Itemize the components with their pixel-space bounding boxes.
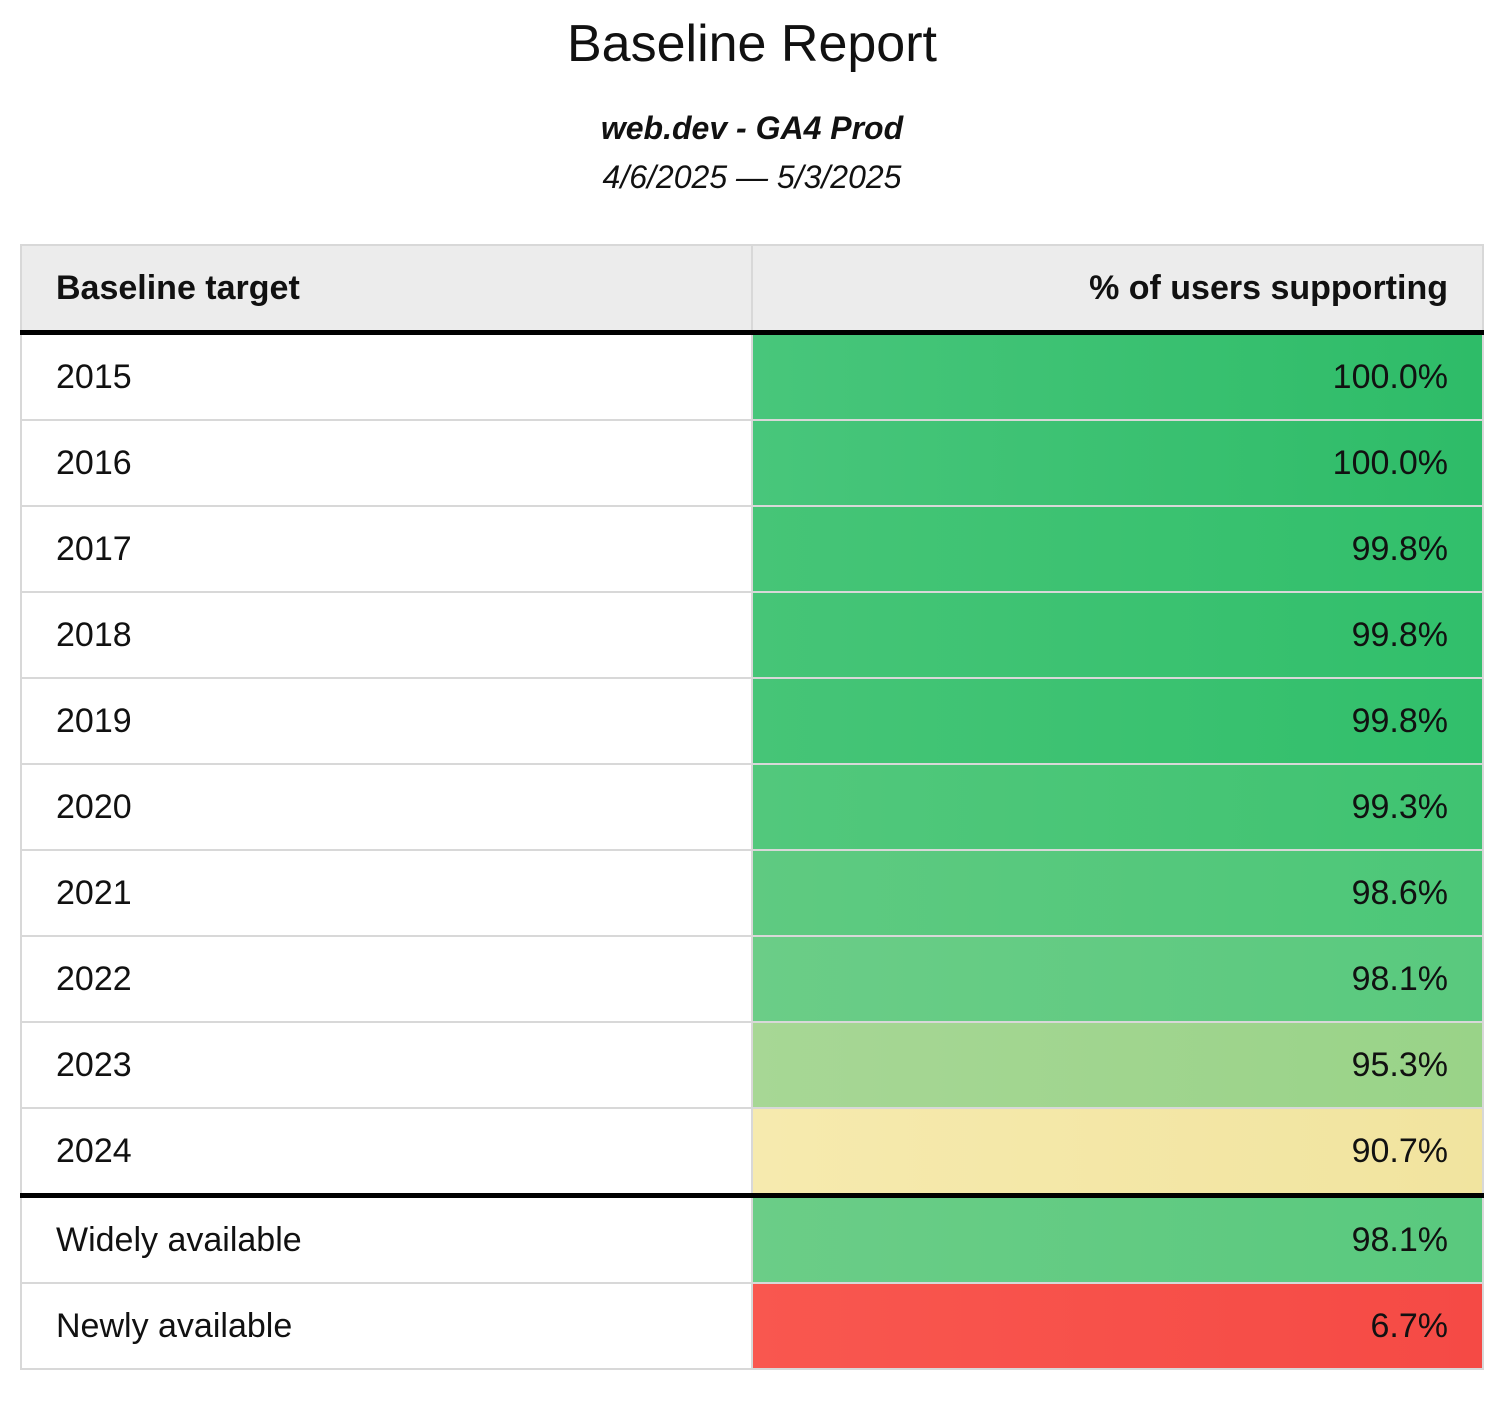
table-row: 2020 99.3% bbox=[20, 763, 1484, 851]
table-header: Baseline target % of users supporting bbox=[20, 244, 1484, 335]
percent-supporting-cell: 99.8% bbox=[751, 591, 1484, 679]
baseline-target-cell: Widely available bbox=[20, 1193, 753, 1284]
percent-supporting-cell: 98.6% bbox=[751, 849, 1484, 937]
table-header-row: Baseline target % of users supporting bbox=[20, 244, 1484, 335]
percent-supporting-cell: 95.3% bbox=[751, 1021, 1484, 1109]
baseline-target-cell: 2015 bbox=[20, 331, 753, 421]
table-row: Newly available 6.7% bbox=[20, 1282, 1484, 1370]
percent-supporting-cell: 100.0% bbox=[751, 419, 1484, 507]
percent-supporting-cell: 100.0% bbox=[751, 331, 1484, 421]
baseline-target-cell: 2019 bbox=[20, 677, 753, 765]
column-header-percent-users: % of users supporting bbox=[751, 244, 1484, 335]
report-subtitle: web.dev - GA4 Prod bbox=[600, 110, 904, 146]
baseline-target-cell: 2017 bbox=[20, 505, 753, 593]
table-row: 2022 98.1% bbox=[20, 935, 1484, 1023]
baseline-target-cell: 2020 bbox=[20, 763, 753, 851]
page-title: Baseline Report bbox=[567, 15, 937, 73]
baseline-target-cell: 2018 bbox=[20, 591, 753, 679]
table-row: 2018 99.8% bbox=[20, 591, 1484, 679]
percent-supporting-cell: 98.1% bbox=[751, 935, 1484, 1023]
table-row: 2015 100.0% bbox=[20, 331, 1484, 421]
table-row: 2021 98.6% bbox=[20, 849, 1484, 937]
baseline-target-cell: Newly available bbox=[20, 1282, 753, 1370]
table-body: 2015 100.0% 2016 100.0% 2017 99.8% 2018 … bbox=[20, 331, 1484, 1370]
percent-supporting-cell: 90.7% bbox=[751, 1107, 1484, 1197]
table-row: Widely available 98.1% bbox=[20, 1193, 1484, 1284]
report-date-range: 4/6/2025 — 5/3/2025 bbox=[602, 159, 902, 195]
percent-supporting-cell: 6.7% bbox=[751, 1282, 1484, 1370]
baseline-target-cell: 2016 bbox=[20, 419, 753, 507]
baseline-target-cell: 2023 bbox=[20, 1021, 753, 1109]
baseline-table: Baseline target % of users supporting 20… bbox=[20, 244, 1484, 1370]
report-header: Baseline Report web.dev - GA4 Prod 4/6/2… bbox=[0, 0, 1504, 196]
baseline-target-cell: 2024 bbox=[20, 1107, 753, 1197]
baseline-target-cell: 2022 bbox=[20, 935, 753, 1023]
percent-supporting-cell: 99.8% bbox=[751, 677, 1484, 765]
table-row: 2023 95.3% bbox=[20, 1021, 1484, 1109]
table-row: 2016 100.0% bbox=[20, 419, 1484, 507]
column-header-baseline-target: Baseline target bbox=[20, 244, 753, 335]
percent-supporting-cell: 98.1% bbox=[751, 1193, 1484, 1284]
percent-supporting-cell: 99.3% bbox=[751, 763, 1484, 851]
table-row: 2024 90.7% bbox=[20, 1107, 1484, 1197]
percent-supporting-cell: 99.8% bbox=[751, 505, 1484, 593]
table-row: 2017 99.8% bbox=[20, 505, 1484, 593]
table-row: 2019 99.8% bbox=[20, 677, 1484, 765]
baseline-target-cell: 2021 bbox=[20, 849, 753, 937]
